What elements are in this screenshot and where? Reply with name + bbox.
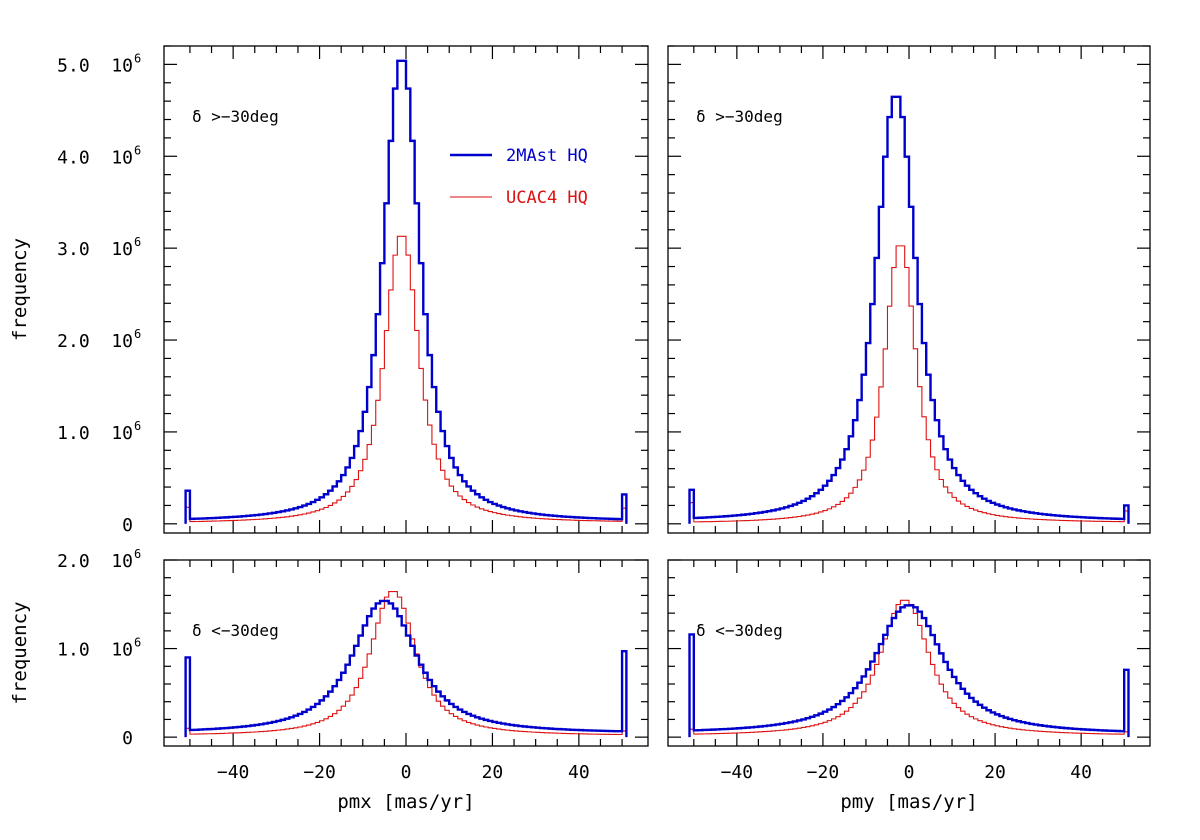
y-tick-exponent: 6	[134, 636, 141, 650]
series-ucac4-hq	[185, 591, 627, 738]
series-2mast-hq	[688, 604, 1130, 738]
x-tick-label: −40	[217, 762, 250, 783]
series-2mast-hq	[688, 95, 1130, 524]
y-tick-label: 2.0 10	[57, 551, 133, 572]
y-tick-exponent: 6	[134, 51, 141, 65]
x-tick-label: 40	[1070, 762, 1092, 783]
y-tick-label: 5.0 10	[57, 55, 133, 76]
x-tick-label: −20	[303, 762, 336, 783]
x-tick-label: 20	[482, 762, 504, 783]
panel-annotation: δ >−30deg	[696, 107, 783, 126]
x-tick-label: 0	[904, 762, 915, 783]
panel-top-right: δ >−30deg	[667, 45, 1151, 534]
series-ucac4-hq	[185, 235, 627, 524]
x-tick-label: −20	[807, 762, 840, 783]
panel-top-left: 01.0 10 62.0 10 63.0 10 64.0 10 65.0 10 6freq…	[9, 45, 649, 536]
y-tick-label: 1.0 10	[57, 640, 133, 661]
y-tick-label: 1.0 10	[57, 423, 133, 444]
x-axis-title: pmy [mas/yr]	[840, 791, 977, 813]
y-tick-exponent: 6	[134, 547, 141, 561]
x-tick-label: 40	[568, 762, 590, 783]
y-tick-label: 3.0 10	[57, 239, 133, 260]
x-tick-label: 20	[984, 762, 1006, 783]
y-tick-exponent: 6	[134, 327, 141, 341]
panel-annotation: δ <−30deg	[192, 621, 279, 640]
y-tick-label: 0	[122, 728, 133, 749]
panel-annotation: δ <−30deg	[696, 621, 783, 640]
series-2mast-hq	[184, 59, 628, 524]
legend-entry: 2MAst HQ	[506, 146, 588, 166]
plot-frame	[667, 559, 1151, 747]
y-tick-exponent: 6	[134, 143, 141, 157]
y-axis-title: frequency	[9, 238, 31, 341]
plot-frame	[163, 559, 649, 747]
y-tick-label: 0	[122, 515, 133, 536]
panel-bottom-right: −40 −20 0 20 40 pmy [mas/yr] δ <−30deg	[667, 559, 1151, 813]
y-axis-title: frequency	[9, 602, 31, 705]
panel-annotation: δ >−30deg	[192, 107, 279, 126]
x-axis-title: pmx [mas/yr]	[337, 791, 474, 813]
series-ucac4-hq	[688, 245, 1130, 524]
y-tick-exponent: 6	[134, 419, 141, 433]
x-tick-label: 0	[401, 762, 412, 783]
y-tick-exponent: 6	[134, 235, 141, 249]
legend-entry: UCAC4 HQ	[506, 188, 588, 208]
y-tick-label: 2.0 10	[57, 331, 133, 352]
y-tick-label: 4.0 10	[57, 147, 133, 168]
x-tick-label: −40	[721, 762, 754, 783]
series-2mast-hq	[184, 599, 628, 738]
